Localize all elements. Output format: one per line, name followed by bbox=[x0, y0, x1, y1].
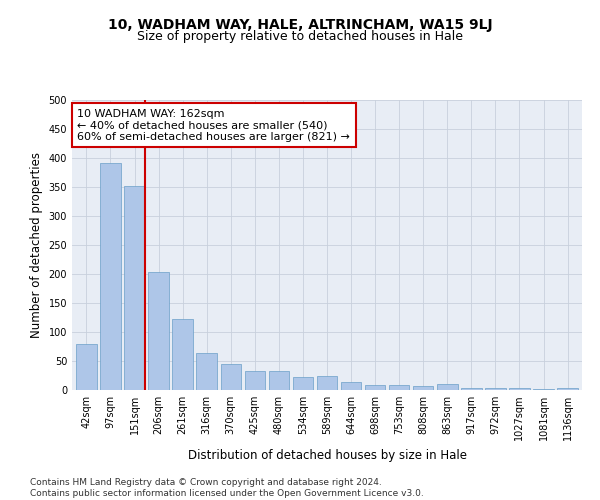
Bar bbox=[245, 372, 265, 390]
Bar bbox=[269, 372, 289, 390]
Bar bbox=[461, 388, 482, 390]
Text: Contains HM Land Registry data © Crown copyright and database right 2024.
Contai: Contains HM Land Registry data © Crown c… bbox=[30, 478, 424, 498]
Bar bbox=[509, 388, 530, 390]
Bar bbox=[317, 376, 337, 390]
Bar bbox=[557, 388, 578, 390]
Bar bbox=[533, 389, 554, 390]
Bar bbox=[76, 344, 97, 390]
Bar bbox=[389, 385, 409, 390]
Bar bbox=[413, 386, 433, 390]
Text: 10 WADHAM WAY: 162sqm
← 40% of detached houses are smaller (540)
60% of semi-det: 10 WADHAM WAY: 162sqm ← 40% of detached … bbox=[77, 108, 350, 142]
X-axis label: Distribution of detached houses by size in Hale: Distribution of detached houses by size … bbox=[187, 448, 467, 462]
Bar bbox=[196, 353, 217, 390]
Bar bbox=[172, 319, 193, 390]
Bar bbox=[293, 377, 313, 390]
Bar bbox=[365, 385, 385, 390]
Bar bbox=[221, 364, 241, 390]
Bar bbox=[100, 162, 121, 390]
Bar bbox=[437, 384, 458, 390]
Y-axis label: Number of detached properties: Number of detached properties bbox=[30, 152, 43, 338]
Bar bbox=[341, 382, 361, 390]
Text: 10, WADHAM WAY, HALE, ALTRINCHAM, WA15 9LJ: 10, WADHAM WAY, HALE, ALTRINCHAM, WA15 9… bbox=[107, 18, 493, 32]
Bar bbox=[124, 186, 145, 390]
Bar bbox=[485, 388, 506, 390]
Text: Size of property relative to detached houses in Hale: Size of property relative to detached ho… bbox=[137, 30, 463, 43]
Bar bbox=[148, 272, 169, 390]
